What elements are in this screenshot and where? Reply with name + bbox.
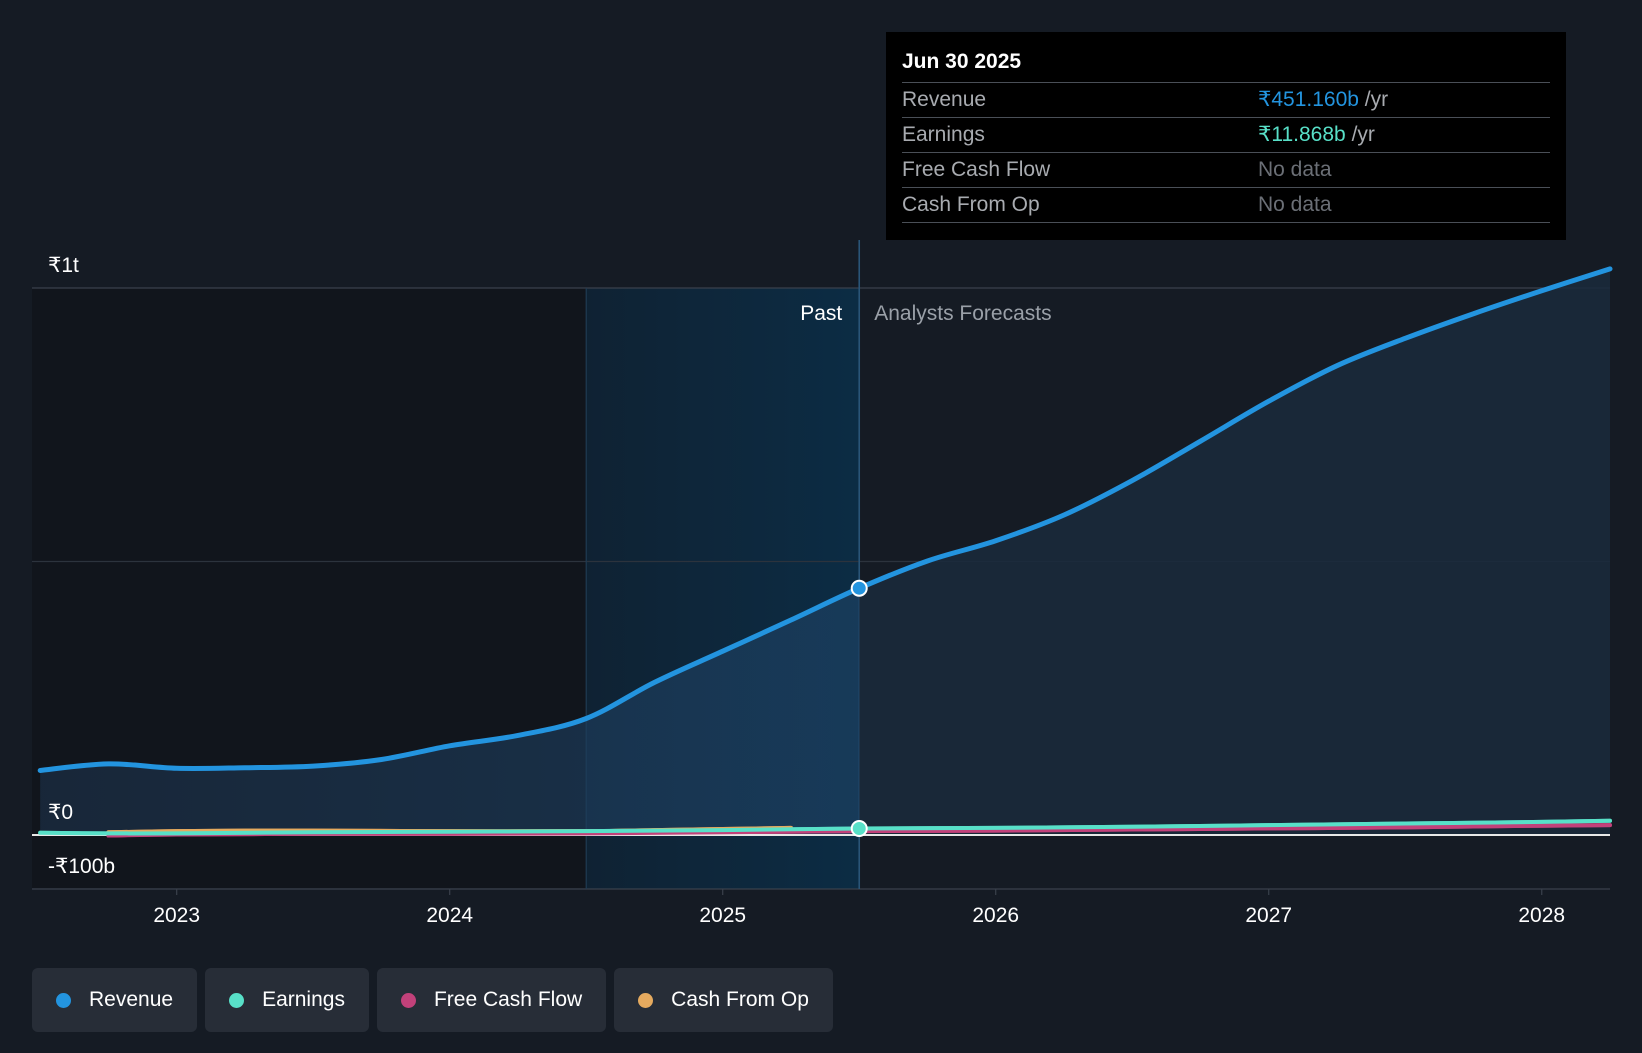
earnings-line-top: [38, 818, 1612, 836]
tooltip-label: Earnings: [902, 123, 985, 146]
legend-dot-icon: [638, 992, 654, 1008]
x-tick-label: 2025: [699, 904, 746, 927]
tooltip-value: ₹451.160b: [1258, 88, 1359, 111]
legend-dot-icon: [56, 992, 71, 1008]
x-tick-label: 2026: [972, 904, 1019, 927]
revenue-area-forecast: [859, 268, 1610, 835]
tooltip-unit: /yr: [1364, 88, 1389, 111]
legend-label: Revenue: [89, 988, 174, 1011]
tooltip-unit: /yr: [1351, 123, 1375, 146]
tooltip-label: Revenue: [902, 88, 987, 111]
tooltip-value: No data: [1258, 193, 1332, 216]
tooltip-label: Free Cash Flow: [902, 158, 1051, 181]
legend-item-cash-from-op[interactable]: Cash From Op: [614, 968, 833, 1032]
revenue-highlight-marker: [850, 579, 868, 597]
x-tick-label: 2024: [426, 904, 473, 927]
legend-label: Free Cash Flow: [433, 988, 583, 1011]
legend-label: Cash From Op: [671, 988, 809, 1011]
forecast-label: Analysts Forecasts: [874, 302, 1051, 325]
y-tick-label: ₹1t: [48, 254, 79, 277]
past-label: Past: [800, 302, 842, 325]
tooltip-value: ₹11.868b: [1258, 123, 1346, 146]
x-tick-label: 2028: [1518, 904, 1565, 927]
legend-item-earnings[interactable]: Earnings: [205, 968, 369, 1032]
legend-item-free-cash-flow[interactable]: Free Cash Flow: [376, 968, 607, 1032]
x-tick-label: 2023: [153, 904, 200, 927]
legend-label: Earnings: [262, 988, 345, 1011]
y-tick-label: ₹0: [48, 801, 73, 824]
tooltip-panel: Jun 30 2025 Revenue ₹451.160b /yr Earnin…: [886, 32, 1566, 240]
tooltip-row-earnings: Earnings ₹11.868b /yr: [902, 117, 1550, 152]
earnings-highlight-marker: [850, 820, 868, 838]
tooltip-value-cell: ₹11.868b /yr: [1258, 118, 1550, 152]
legend-item-revenue[interactable]: Revenue: [32, 968, 198, 1032]
revenue-area-past: [40, 588, 860, 835]
tooltip-row-free-cash-flow: Free Cash Flow No data: [902, 152, 1550, 187]
revenue-line: [37, 266, 1613, 773]
tooltip-value: No data: [1258, 158, 1332, 181]
tooltip-value-cell: ₹451.160b /yr: [1258, 83, 1550, 117]
y-tick-label: -₹100b: [48, 855, 115, 878]
tooltip-date: Jun 30 2025: [902, 50, 1022, 73]
tooltip-row-revenue: Revenue ₹451.160b /yr: [902, 82, 1550, 117]
legend-dot-icon: [400, 992, 416, 1008]
tooltip-label: Cash From Op: [902, 193, 1040, 216]
tooltip-row-cash-from-op: Cash From Op No data: [902, 187, 1550, 223]
legend: Revenue Earnings Free Cash Flow Cash Fro…: [32, 968, 833, 1032]
x-tick-label: 2027: [1245, 904, 1292, 927]
legend-dot-icon: [229, 992, 245, 1008]
